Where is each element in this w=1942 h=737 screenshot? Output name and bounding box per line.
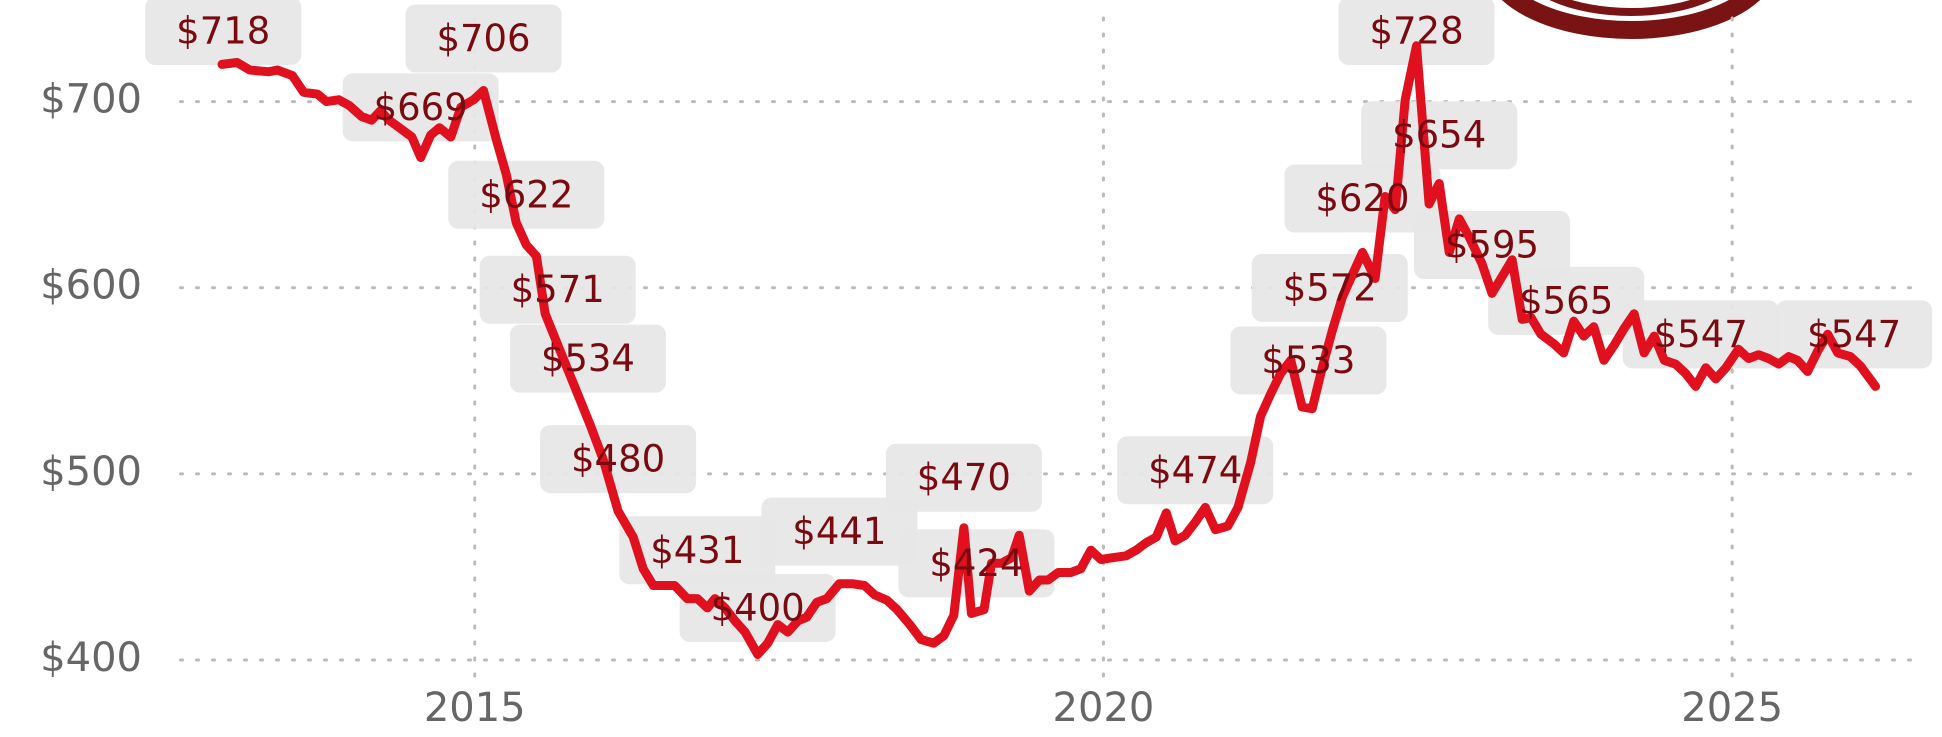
data-label: $572 bbox=[1283, 266, 1377, 309]
logo-ring bbox=[1501, 0, 1761, 39]
data-label: $424 bbox=[929, 542, 1023, 585]
x-tick-label: 2025 bbox=[1681, 685, 1783, 731]
label-box bbox=[405, 4, 562, 73]
y-tick-label: $500 bbox=[40, 449, 142, 495]
data-label: $400 bbox=[711, 586, 805, 629]
data-label: $547 bbox=[1807, 313, 1901, 356]
label-box bbox=[448, 160, 605, 229]
data-label: $480 bbox=[571, 438, 665, 481]
x-tick-label: 2020 bbox=[1053, 685, 1155, 731]
label-box bbox=[479, 255, 636, 324]
x-tick-label: 2015 bbox=[424, 685, 526, 731]
label-box bbox=[509, 324, 666, 393]
data-label: $622 bbox=[479, 173, 573, 216]
label-box bbox=[619, 516, 776, 585]
price-line bbox=[217, 41, 1880, 659]
label-box bbox=[885, 443, 1042, 512]
label-box bbox=[540, 425, 697, 494]
y-tick-label: $600 bbox=[40, 263, 142, 309]
label-box bbox=[1338, 0, 1495, 65]
data-label: $441 bbox=[792, 510, 886, 553]
data-label: $565 bbox=[1519, 279, 1613, 322]
data-label: $470 bbox=[917, 456, 1011, 499]
data-label: $595 bbox=[1445, 224, 1539, 267]
data-label: $706 bbox=[436, 17, 530, 60]
label-box bbox=[1117, 436, 1274, 505]
label-box bbox=[761, 497, 918, 566]
data-label: $669 bbox=[374, 86, 468, 129]
data-label: $474 bbox=[1148, 449, 1242, 492]
label-box bbox=[1230, 326, 1387, 395]
logo bbox=[1501, 0, 1761, 39]
data-label: $571 bbox=[511, 268, 605, 311]
y-tick-label: $400 bbox=[40, 635, 142, 681]
data-label: $431 bbox=[650, 529, 744, 572]
y-tick-label: $700 bbox=[40, 77, 142, 123]
data-label: $533 bbox=[1261, 339, 1355, 382]
data-label: $534 bbox=[541, 337, 635, 380]
data-label: $718 bbox=[176, 10, 270, 53]
data-label: $620 bbox=[1315, 177, 1409, 220]
data-label: $728 bbox=[1369, 10, 1463, 53]
data-label: $547 bbox=[1654, 313, 1748, 356]
data-label: $654 bbox=[1392, 114, 1486, 157]
label-box bbox=[145, 0, 302, 65]
logo-ring-inner bbox=[1549, 0, 1713, 16]
